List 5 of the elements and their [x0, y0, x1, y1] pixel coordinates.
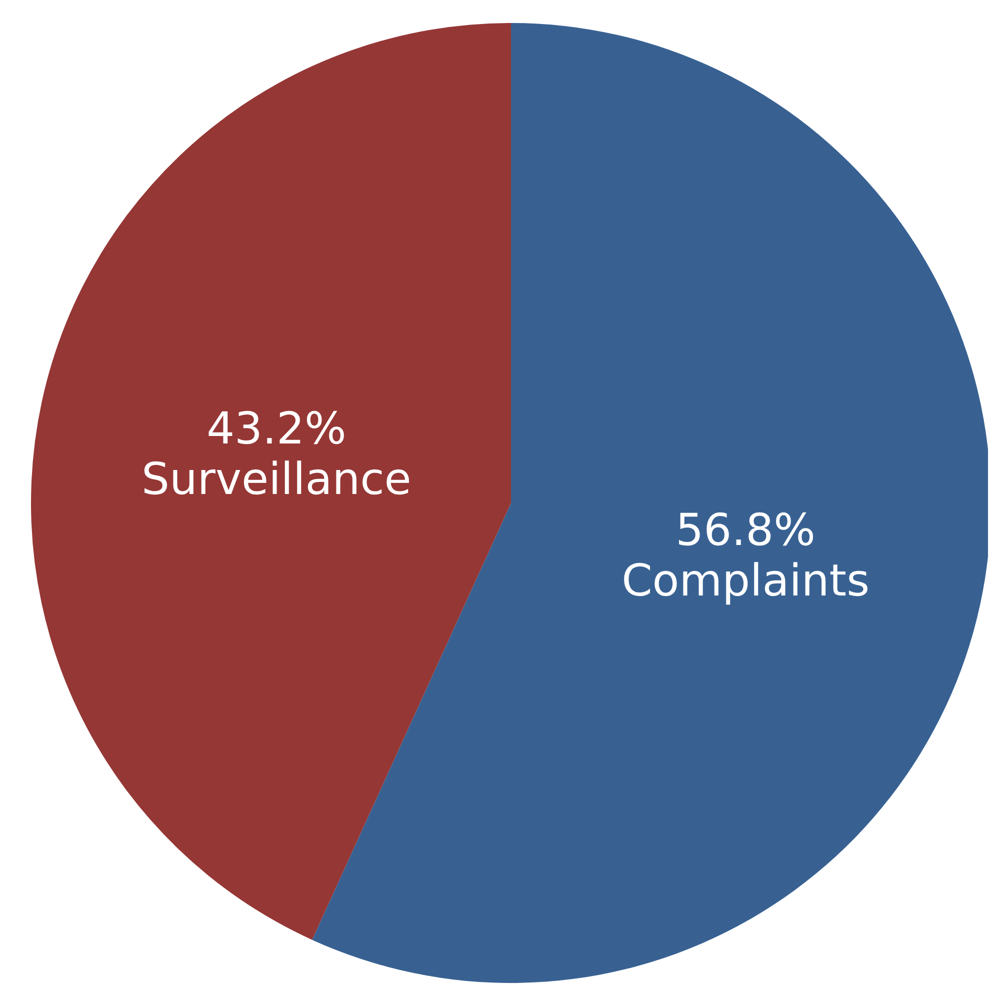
pie-slice [31, 23, 511, 940]
data-label: 43.2% [206, 403, 346, 454]
slice-label: Complaints [622, 556, 870, 607]
data-label: 56.8% [676, 505, 816, 556]
slice-label: Surveillance [142, 454, 412, 505]
